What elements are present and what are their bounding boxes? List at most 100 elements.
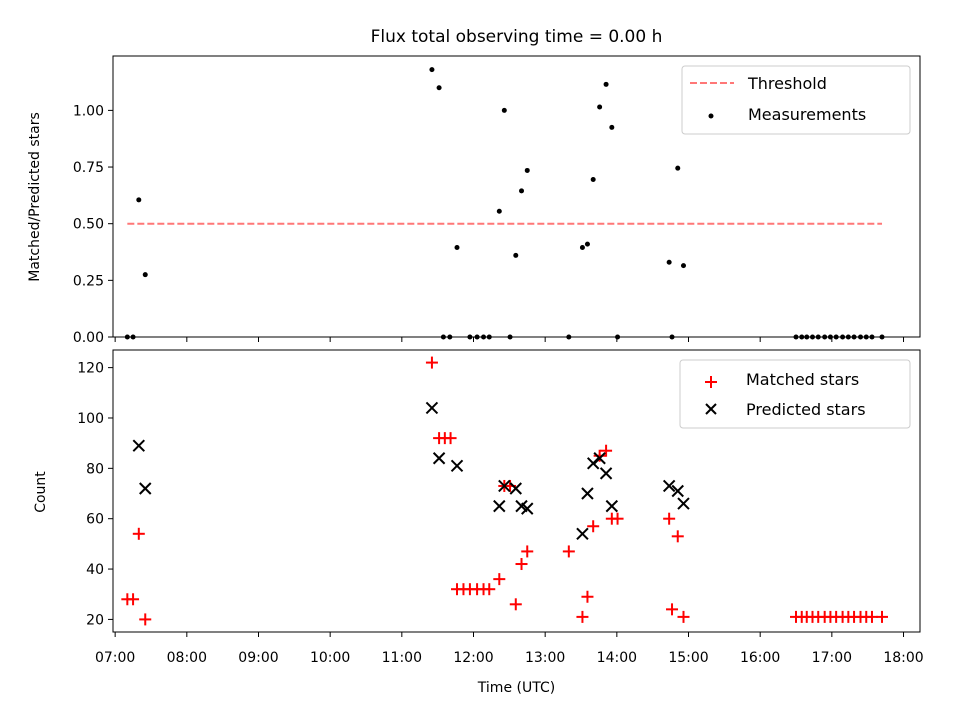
bottom-y-axis-label: Count <box>33 471 49 513</box>
measurement-point <box>136 197 142 203</box>
x-tick-label: 18:00 <box>883 650 923 666</box>
measurement-point <box>590 177 596 183</box>
bottom-plot-area <box>121 356 889 626</box>
bottom-y-tick-label: 80 <box>86 461 104 477</box>
legend-measurements-label: Measurements <box>748 105 866 124</box>
matched-star-point <box>865 610 878 623</box>
predicted-star-point <box>671 484 684 498</box>
matched-star-point <box>515 558 528 571</box>
top-y-tick-label: 0.50 <box>73 217 104 233</box>
top-legend: Threshold Measurements <box>681 65 911 135</box>
x-tick-label: 17:00 <box>812 650 852 666</box>
legend-predicted-label: Predicted stars <box>746 400 866 419</box>
top-y-tick-label: 0.00 <box>73 330 104 346</box>
bottom-axes-frame <box>112 349 921 633</box>
measurement-point <box>524 167 530 173</box>
bottom-y-tick-label: 20 <box>86 612 104 628</box>
matched-star-point <box>444 432 457 445</box>
matched-star-point <box>139 613 152 626</box>
legend-matched-label: Matched stars <box>746 370 859 389</box>
legend-threshold-label: Threshold <box>747 74 827 93</box>
predicted-star-point <box>521 502 534 515</box>
matched-star-point <box>663 512 676 525</box>
measurement-point <box>675 165 681 171</box>
matched-star-point <box>521 545 534 558</box>
top-axes-frame <box>112 55 921 338</box>
chart-title: Flux total observing time = 0.00 h <box>371 27 663 47</box>
bottom-legend: Matched stars Predicted stars <box>679 359 911 429</box>
predicted-star-point <box>425 401 439 415</box>
bottom-y-tick-label: 60 <box>86 512 104 528</box>
predicted-star-point <box>432 452 446 465</box>
predicted-star-point <box>509 482 522 495</box>
bottom-y-ticks: 20 40 60 80 100 120 <box>77 361 113 628</box>
top-y-tick-label: 0.75 <box>73 160 104 176</box>
measurement-point <box>519 188 525 194</box>
measurement-point <box>436 85 442 91</box>
matched-star-point <box>671 530 684 543</box>
matched-star-point <box>587 520 600 533</box>
matched-star-point <box>611 512 624 525</box>
legend-measurements-swatch <box>708 113 714 119</box>
measurement-point <box>603 81 609 87</box>
predicted-star-point <box>493 499 506 513</box>
predicted-star-point <box>132 439 146 452</box>
predicted-star-point <box>581 487 594 500</box>
matched-star-point <box>666 603 679 616</box>
matched-star-point <box>132 527 145 540</box>
legend-matched-swatch <box>705 376 717 388</box>
x-tick-label: 14:00 <box>597 650 637 666</box>
x-tick-label: 10:00 <box>310 650 350 666</box>
measurement-point <box>142 272 148 278</box>
predicted-star-point <box>677 497 690 510</box>
predicted-star-point <box>586 457 600 470</box>
measurement-point <box>454 244 460 250</box>
x-tick-label: 16:00 <box>740 650 780 666</box>
measurement-point <box>501 107 507 113</box>
measurement-point <box>584 241 590 247</box>
predicted-star-point <box>605 499 619 513</box>
top-y-tick-label: 1.00 <box>73 103 104 119</box>
matched-star-point <box>876 610 889 623</box>
matched-star-point <box>576 610 589 623</box>
bottom-y-tick-label: 100 <box>77 411 104 427</box>
x-tick-label: 15:00 <box>668 650 708 666</box>
predicted-star-point <box>662 479 676 493</box>
measurement-point <box>513 252 519 258</box>
bottom-y-tick-label: 40 <box>86 562 104 578</box>
bottom-x-ticks: 07:00 08:00 09:00 10:00 11:00 12:00 13:00 14:00… <box>95 632 924 666</box>
top-panel: Flux total observing time = 0.00 h Match… <box>27 27 921 346</box>
matched-star-point <box>493 573 506 586</box>
matched-star-point <box>483 583 496 596</box>
measurement-point <box>680 263 686 269</box>
matched-star-point <box>127 593 140 606</box>
x-tick-label: 08:00 <box>167 650 207 666</box>
bottom-legend-box <box>679 359 911 429</box>
predicted-star-point <box>593 452 606 465</box>
matched-star-point <box>677 610 690 623</box>
measurement-point <box>496 208 502 214</box>
x-tick-label: 09:00 <box>238 650 278 666</box>
x-tick-label: 13:00 <box>525 650 565 666</box>
legend-predicted-swatch <box>705 403 717 415</box>
measurement-point <box>597 104 603 110</box>
top-y-ticks: 0.00 0.25 0.50 0.75 1.00 <box>73 103 113 346</box>
x-axis-label: Time (UTC) <box>477 680 555 696</box>
x-tick-label: 07:00 <box>95 650 135 666</box>
matched-star-point <box>581 590 594 603</box>
predicted-star-point <box>576 527 589 541</box>
matched-star-point <box>425 356 438 369</box>
measurement-point <box>666 259 672 265</box>
matched-star-point <box>593 449 606 462</box>
x-tick-label: 11:00 <box>382 650 422 666</box>
bottom-panel: Count Time (UTC) 20 40 60 80 100 120 07:00 08:… <box>33 349 924 696</box>
measurement-point <box>429 67 435 73</box>
measurement-point <box>579 244 585 250</box>
top-x-ticks <box>114 337 905 342</box>
predicted-star-point <box>498 479 511 493</box>
predicted-star-point <box>599 467 613 480</box>
predicted-star-point <box>139 482 152 495</box>
top-y-tick-label: 0.25 <box>73 273 104 289</box>
measurement-point <box>609 124 615 130</box>
